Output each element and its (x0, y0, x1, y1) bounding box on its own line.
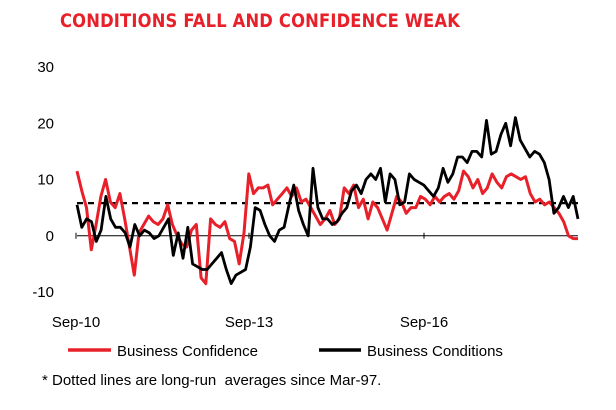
x-tick-label: Sep-13 (225, 314, 273, 331)
y-tick-label: 0 (46, 228, 54, 245)
legend-label: Business Conditions (367, 343, 503, 360)
y-tick-label: 20 (37, 115, 54, 132)
legend-label: Business Confidence (117, 343, 258, 360)
x-tick-label: Sep-16 (400, 314, 448, 331)
y-tick-label: 30 (37, 59, 54, 76)
business-confidence-line (75, 169, 578, 286)
chart-title: CONDITIONS FALL AND CONFIDENCE WEAK (60, 10, 461, 32)
series-lines (75, 116, 580, 286)
footnote: * Dotted lines are long-run averages sin… (42, 372, 382, 389)
business-conditions-line (75, 116, 580, 286)
x-tick-label: Sep-10 (52, 314, 100, 331)
legend: Business Confidence Business Conditions (68, 343, 503, 360)
y-tick-label: 10 (37, 172, 54, 189)
axis-group: 30 20 10 0 -10 Sep-10 Sep-13 Sep-16 (32, 59, 578, 331)
y-tick-label: -10 (32, 284, 54, 301)
